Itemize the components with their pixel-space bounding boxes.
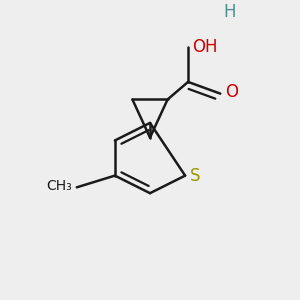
Text: OH: OH — [193, 38, 218, 56]
Text: O: O — [225, 83, 238, 101]
Text: CH₃: CH₃ — [46, 179, 72, 193]
Text: S: S — [190, 167, 200, 184]
Text: H: H — [223, 3, 236, 21]
